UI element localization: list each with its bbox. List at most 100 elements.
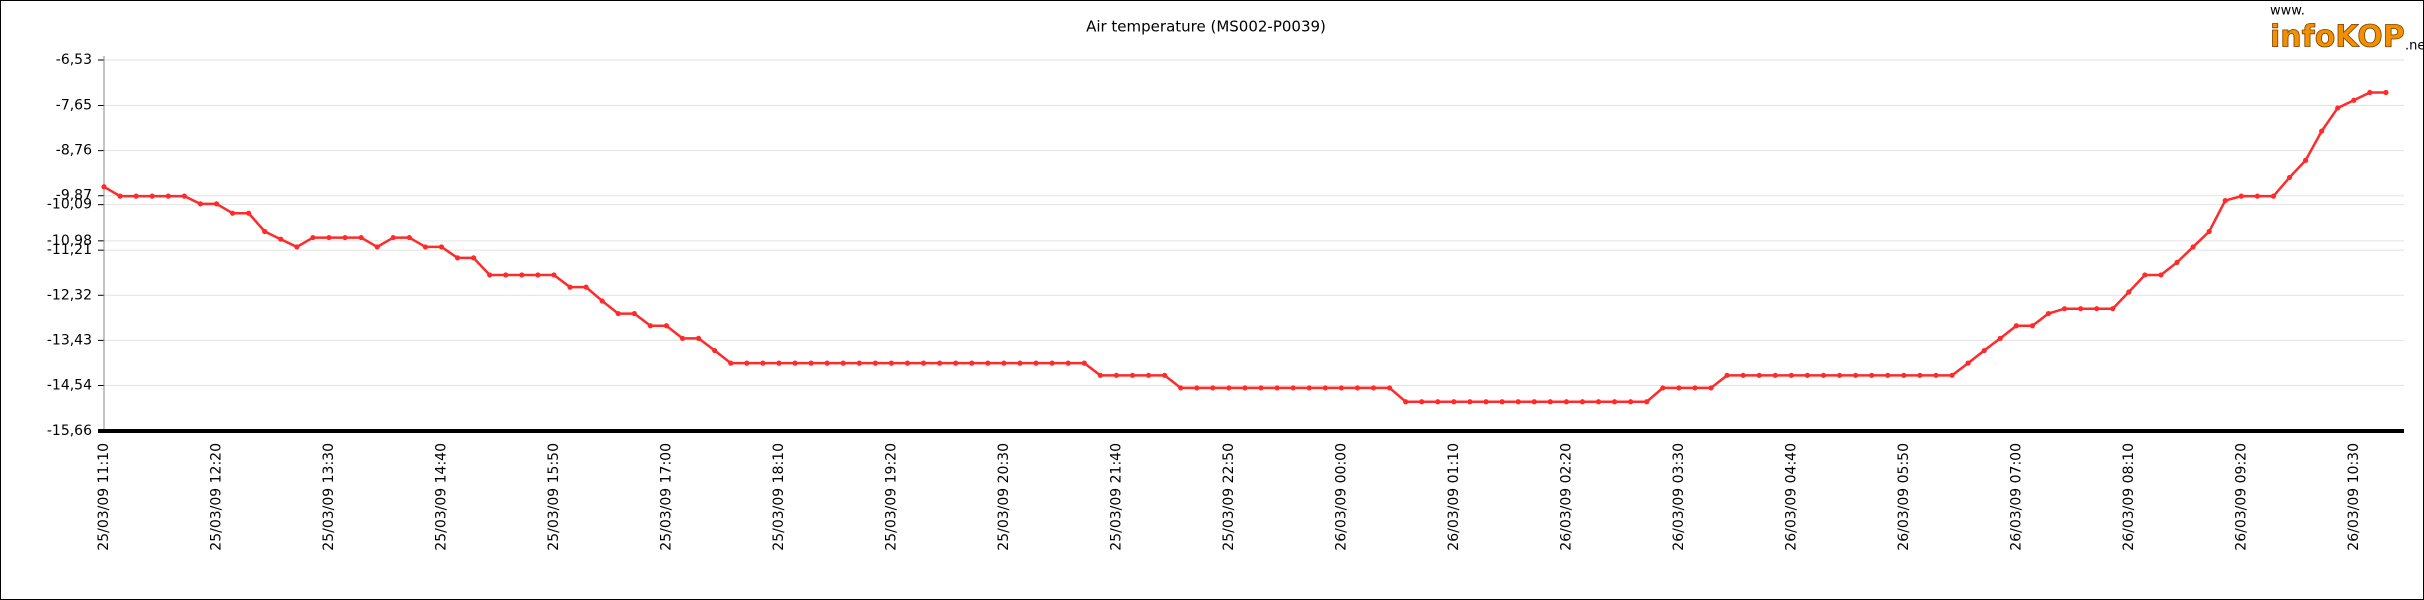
x-tick-label: 26/03/09 09:20 [2233,443,2249,551]
data-point [454,255,461,261]
data-point [663,323,670,329]
x-tick-label: 25/03/09 12:20 [208,443,224,551]
data-point [647,323,653,329]
data-point [229,210,236,216]
data-point [1724,372,1730,378]
data-point [1949,372,1955,378]
data-point [1515,399,1521,405]
data-point [1419,399,1425,405]
data-point [1499,399,1505,405]
data-point [1611,399,1618,405]
y-tick-label: -11,21 [47,242,92,258]
data-point [1435,399,1441,405]
data-point [278,236,284,242]
data-point [438,244,445,250]
y-tick-label: -10,98 [47,233,92,249]
data-point [1836,372,1843,378]
data-point [1660,385,1666,391]
data-point [2319,128,2325,134]
data-point [567,284,573,290]
data-point [840,360,846,366]
data-point [937,360,943,366]
data-point [2383,89,2389,96]
data-point [1676,385,1682,391]
data-point [888,360,895,366]
x-tick-label: 25/03/09 15:50 [546,443,562,551]
y-tick-label: -7,65 [56,98,92,114]
data-point [1997,335,2003,341]
data-point [374,244,380,250]
x-tick-label: 26/03/09 01:10 [1446,443,1462,551]
data-point [1563,399,1569,405]
data-point [342,234,348,241]
data-point [1387,385,1393,391]
data-point [2367,89,2373,96]
data-point [1033,360,1039,366]
data-point [615,310,621,317]
data-point [1129,372,1136,378]
data-point [2254,193,2260,199]
data-point [213,201,220,207]
x-tick-label: 25/03/09 18:10 [771,443,787,551]
data-point [1692,385,1698,391]
data-point [872,360,878,366]
data-point [1370,385,1377,391]
y-tick-label: -13,43 [47,332,92,348]
data-point [2351,97,2357,103]
data-point [744,360,750,366]
data-point [1772,372,1778,378]
y-tick-label: -15,66 [47,423,92,439]
data-point [1113,372,1120,378]
data-point [1145,372,1152,378]
data-point [1290,385,1296,391]
data-point [1901,372,1907,378]
data-point [1853,372,1859,378]
data-point [1467,399,1473,405]
data-point [1885,372,1891,378]
data-point [519,272,525,278]
data-point [2045,310,2052,317]
data-point [2126,289,2132,295]
data-point [406,234,412,241]
data-point [149,193,155,199]
data-point [1403,399,1409,405]
data-point [2286,174,2293,181]
x-tick-label: 25/03/09 14:40 [433,443,449,551]
data-point [2302,157,2309,163]
data-point [2078,306,2084,312]
logo-suffix: .net [2405,39,2424,54]
logo-prefix: www. [2270,4,2305,19]
data-point [1338,385,1344,391]
data-point [1354,385,1361,391]
x-tick-label: 25/03/09 20:30 [996,443,1012,551]
x-tick-label: 25/03/09 21:40 [1108,443,1124,551]
data-point [1981,347,1987,354]
data-point [197,201,204,207]
data-point [904,360,911,366]
data-point [1001,360,1007,366]
data-point [985,360,991,366]
data-point [294,244,300,250]
data-point [181,193,187,199]
data-point [679,335,686,341]
x-tick-label: 25/03/09 13:30 [321,443,337,551]
data-point [2029,323,2035,329]
data-point [824,360,830,366]
data-point [471,255,477,261]
data-point [1322,385,1328,391]
data-point [1081,360,1087,366]
data-point [1595,399,1602,405]
x-tick-label: 25/03/09 19:20 [883,443,899,551]
data-point [953,360,959,366]
data-point [1579,399,1586,405]
data-point [2238,193,2244,199]
data-point [2094,306,2100,312]
x-tick-label: 26/03/09 08:10 [2121,443,2137,551]
data-point [792,360,798,366]
data-point [358,234,364,241]
data-point [1965,360,1971,366]
data-point [535,272,541,278]
data-point [808,360,814,366]
